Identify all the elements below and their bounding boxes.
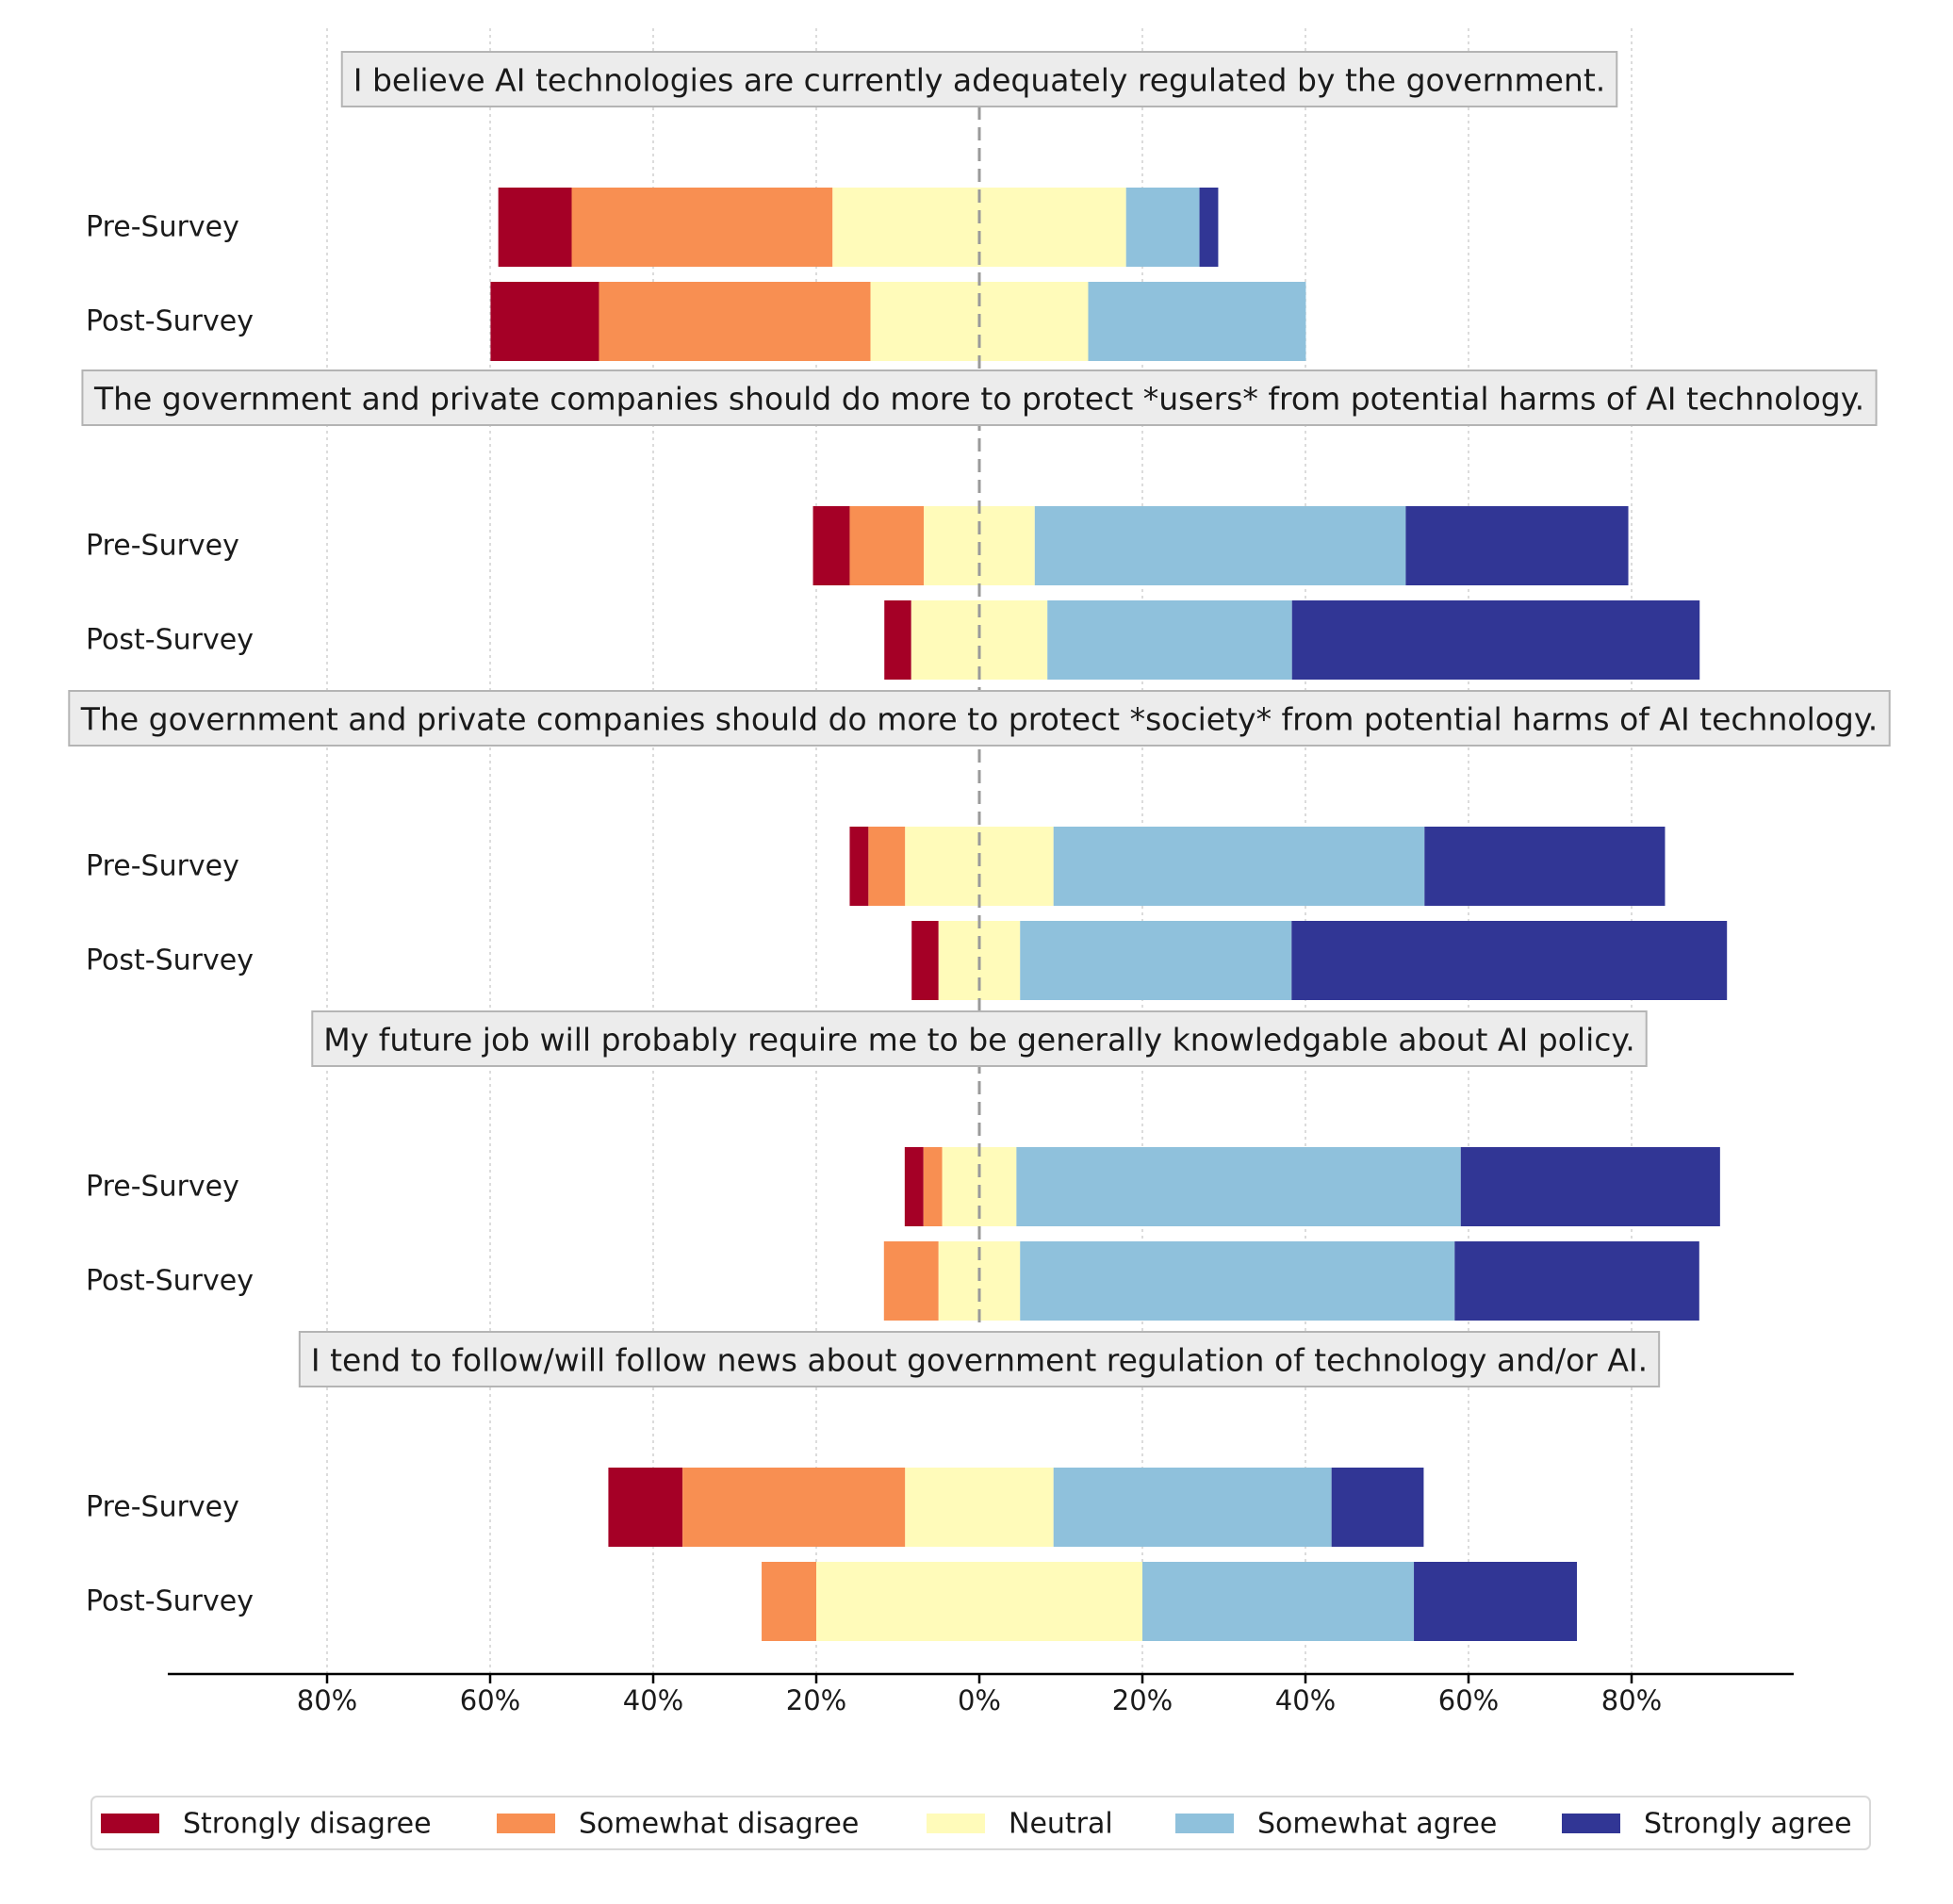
question-title-box [81,369,1878,426]
legend-label: Somewhat agree [1257,1808,1497,1841]
question-title: My future job will probably require me t… [323,1022,1634,1059]
x-tick-label: 80% [297,1684,357,1716]
x-axis: 80% 60% 40% 20% 0% 20% 40% 60% 80% [168,1672,1794,1716]
legend-label: Somewhat disagree [579,1808,859,1841]
row-label: Post-Survey [86,305,254,338]
question-title: I believe AI technologies are currently … [353,62,1606,99]
bar-segment-somewhat-agree [1053,1468,1332,1547]
x-tick-label: 80% [1601,1684,1662,1716]
question-title-box [340,51,1618,107]
bar-segment-somewhat-agree [1053,827,1425,906]
bar-segment-strongly-agree [1291,600,1700,680]
row-label: Pre-Survey [86,850,239,883]
row-label: Pre-Survey [86,530,239,563]
question-title: The government and private companies sho… [80,701,1878,738]
bar-segment-somewhat-agree [1020,921,1292,1000]
bar-segment-neutral [816,1562,1142,1641]
bar-segment-strongly-disagree [812,506,850,585]
legend-label: Neutral [1009,1808,1113,1841]
bar-segment-strongly-agree [1291,921,1728,1000]
bar-segment-strongly-disagree [904,1147,924,1226]
legend-swatch [1562,1814,1620,1833]
bar-segment-somewhat-disagree [762,1562,816,1641]
legend: Strongly disagree Somewhat disagree Neutra… [90,1796,1871,1850]
legend-swatch [101,1814,159,1833]
bar-segment-strongly-disagree [490,282,599,361]
bar-segment-strongly-agree [1454,1241,1699,1321]
bar-segment-strongly-agree [1424,827,1666,906]
bar-segment-strongly-disagree [884,600,911,680]
bar-segment-somewhat-disagree [571,188,833,267]
question-title-box [311,1010,1648,1067]
row-labels-layer: Pre-Survey Post-Survey Pre-Survey Post-Surv… [86,211,254,1618]
question-title-box [298,1331,1661,1387]
question-titles-layer: I believe AI technologies are currently … [68,51,1891,1387]
bar-segment-somewhat-agree [1020,1241,1455,1321]
x-tick-label: 20% [786,1684,846,1716]
bar-segment-somewhat-agree [1142,1562,1415,1641]
question-title: The government and private companies sho… [93,381,1864,418]
bar-segment-strongly-agree [1460,1147,1720,1226]
bar-segment-somewhat-agree [1034,506,1406,585]
x-tick-label: 40% [623,1684,683,1716]
row-label: Post-Survey [86,624,254,657]
bar-segment-somewhat-agree [1047,600,1292,680]
question-title: I tend to follow/will follow news about … [311,1342,1648,1379]
legend-swatch [1175,1814,1234,1833]
row-label: Post-Survey [86,1265,254,1298]
bar-segment-strongly-disagree [911,921,939,1000]
bar-segment-somewhat-agree [1088,282,1306,361]
bar-segment-strongly-agree [1405,506,1629,585]
bar-segment-somewhat-agree [1016,1147,1461,1226]
bar-segment-somewhat-disagree [599,282,871,361]
bar-segment-somewhat-disagree [849,506,925,585]
row-label: Post-Survey [86,1585,254,1618]
x-tick-label: 60% [1438,1684,1499,1716]
bar-segment-neutral [905,1468,1054,1547]
row-label: Pre-Survey [86,1491,239,1524]
bar-segment-strongly-disagree [608,1468,683,1547]
row-label: Pre-Survey [86,211,239,244]
bar-segment-somewhat-agree [1125,188,1200,267]
x-tick-label: 40% [1275,1684,1336,1716]
legend-swatch [927,1814,985,1833]
bar-segment-strongly-agree [1414,1562,1578,1641]
row-label: Post-Survey [86,944,254,977]
bar-segment-strongly-agree [1331,1468,1424,1547]
bar-segment-somewhat-disagree [923,1147,943,1226]
legend-label: Strongly disagree [183,1808,432,1841]
question-title-box [68,690,1891,747]
bar-segment-strongly-disagree [849,827,869,906]
x-tick-label: 20% [1112,1684,1173,1716]
bar-segment-somewhat-disagree [682,1468,906,1547]
legend-label: Strongly agree [1644,1808,1852,1841]
legend-swatch [497,1814,555,1833]
bars-layer [490,188,1728,1641]
x-tick-label: 0% [958,1684,1001,1716]
bar-segment-strongly-agree [1199,188,1219,267]
row-label: Pre-Survey [86,1171,239,1204]
x-tick-label: 60% [460,1684,520,1716]
bar-segment-strongly-disagree [498,188,572,267]
bar-segment-somewhat-disagree [883,1241,939,1321]
bar-segment-somewhat-disagree [868,827,906,906]
